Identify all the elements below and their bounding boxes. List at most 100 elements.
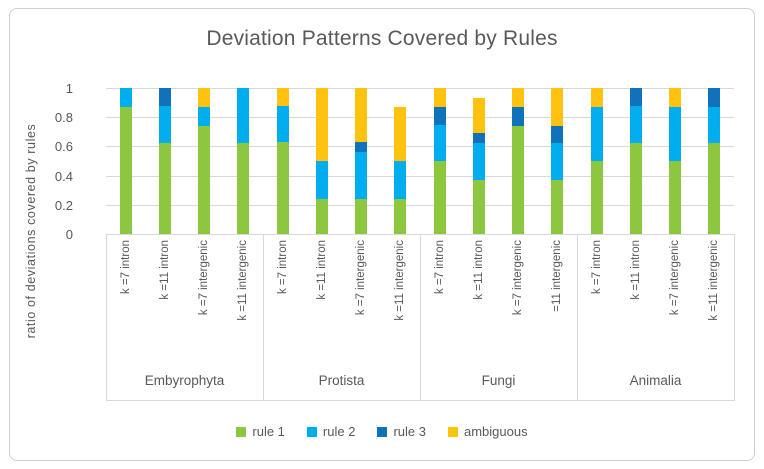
bar-segment-ambiguous [276, 88, 289, 106]
bar-segment-ambiguous [551, 88, 564, 126]
x-label-cell: k =11 intergenic [224, 234, 263, 364]
bar-segment-ambiguous [669, 88, 682, 107]
bar-segment-rule-3 [629, 88, 642, 106]
group-names-row: Embyrophyta Protista Fungi Animalia [106, 371, 734, 391]
bar-group-protista [263, 88, 420, 234]
stacked-bar [355, 88, 368, 234]
bar-segment-rule-1 [276, 142, 289, 234]
bar-segment-rule-2 [276, 105, 289, 143]
bar-group-fungi [420, 88, 577, 234]
group-separator-line [106, 234, 107, 401]
x-label-group-fungi: k =7 intron k =11 intron k =7 intergenic =1… [420, 234, 577, 364]
x-tick-label: k =7 intergenic [355, 240, 368, 316]
bar-cell [106, 88, 145, 234]
x-label-cell: k =7 intron [263, 234, 302, 364]
stacked-bar [276, 88, 289, 234]
x-label-cell: k =7 intergenic [342, 234, 381, 364]
stacked-bar [394, 88, 407, 234]
bar-cell [302, 88, 341, 234]
gridline-0.4 [106, 175, 734, 177]
bar-cell [145, 88, 184, 234]
bar-segment-ambiguous [512, 88, 525, 107]
legend-swatch-icon [377, 426, 388, 437]
y-tick-label: 1 [65, 81, 73, 96]
x-tick-label: k =7 intergenic [198, 240, 211, 316]
stacked-bar [237, 88, 250, 234]
stacked-bar [315, 88, 328, 234]
x-tick-label: k =7 intron [119, 240, 132, 295]
bar-cell [381, 88, 420, 234]
bar-segment-ambiguous [472, 98, 485, 134]
legend-item-ambiguous: ambiguous [447, 424, 528, 439]
bar-segment-rule-2 [394, 161, 407, 199]
chart-legend: rule 1 rule 2 rule 3 ambiguous [10, 424, 754, 439]
bar-segment-rule-3 [355, 142, 368, 153]
bar-segment-rule-2 [119, 88, 132, 107]
gridline-0.8 [106, 117, 734, 119]
group-separator-line [263, 234, 264, 401]
legend-item-rule-2: rule 2 [306, 424, 356, 439]
bar-cell [263, 88, 302, 234]
bar-cell [656, 88, 695, 234]
y-tick-label: 0.2 [54, 197, 73, 213]
group-label-animalia: Animalia [629, 373, 682, 388]
x-label-cell: k =11 intron [459, 234, 498, 364]
bar-cell [185, 88, 224, 234]
legend-label: rule 2 [322, 424, 356, 439]
bar-segment-rule-1 [315, 198, 328, 234]
x-label-cell: k =7 intron [420, 234, 459, 364]
bar-segment-rule-2 [158, 105, 171, 144]
legend-item-rule-1: rule 1 [236, 424, 285, 439]
bar-segment-rule-3 [158, 88, 171, 106]
bar-segment-rule-3 [433, 106, 446, 125]
x-tick-label: k =11 intergenic [394, 240, 407, 321]
y-axis-tick-labels: 1 0.8 0.6 0.4 0.2 0 [33, 81, 73, 242]
stacked-bar [512, 88, 525, 234]
bar-cell [616, 88, 655, 234]
y-tick-label: 0.8 [54, 110, 73, 126]
x-label-cell: k =11 intron [145, 234, 184, 364]
chart-frame: Deviation Patterns Covered by Rules rati… [9, 8, 755, 461]
x-tick-label: =11 intergenic [551, 240, 564, 312]
bar-segment-rule-2 [590, 106, 603, 161]
stacked-bar [198, 88, 211, 234]
gridline-0.6 [106, 146, 734, 148]
x-label-group-embyrophyta: k =7 intron k =11 intron k =7 intergenic k … [106, 234, 263, 364]
x-tick-label: k =7 intron [433, 240, 446, 295]
group-label-fungi: Fungi [481, 373, 516, 388]
stacked-bar [472, 88, 485, 234]
bar-segment-rule-1 [629, 143, 642, 234]
group-label-embyrophyta: Embyrophyta [144, 373, 225, 388]
stacked-bar [119, 88, 132, 234]
x-tick-label: k =11 intron [629, 240, 642, 300]
legend-label: rule 3 [393, 424, 426, 439]
bar-segment-rule-1 [119, 106, 132, 234]
bar-segment-rule-1 [237, 143, 250, 234]
x-label-cell: k =11 intergenic [695, 234, 734, 364]
group-label-protista: Protista [318, 373, 365, 388]
x-tick-label: k =7 intergenic [669, 240, 682, 316]
x-label-cell: k =11 intergenic [381, 234, 420, 364]
x-tick-label: k =7 intron [590, 240, 603, 295]
x-label-cell: k =7 intron [577, 234, 616, 364]
legend-swatch-icon [236, 426, 247, 437]
bar-segment-ambiguous [315, 88, 328, 162]
bar-segment-rule-1 [669, 161, 682, 234]
bar-segment-rule-2 [629, 105, 642, 144]
x-tick-label: k =11 intron [472, 240, 485, 300]
y-tick-label: 0.6 [54, 139, 73, 155]
stacked-bar [629, 88, 642, 234]
bar-cell [459, 88, 498, 234]
stacked-bar [158, 88, 171, 234]
bar-segment-rule-2 [433, 124, 446, 161]
bar-cell [420, 88, 459, 234]
bar-segment-ambiguous [394, 107, 407, 162]
y-tick-label: 0.4 [54, 168, 73, 184]
stacked-bar [551, 88, 564, 234]
x-tick-label: k =7 intergenic [512, 240, 525, 316]
x-label-cell: k =7 intron [106, 234, 145, 364]
x-label-group-protista: k =7 intron k =11 intron k =7 intergenic k … [263, 234, 420, 364]
x-tick-label: k =11 intron [315, 240, 328, 300]
bar-segment-rule-2 [198, 107, 211, 126]
bar-segment-rule-2 [551, 143, 564, 180]
